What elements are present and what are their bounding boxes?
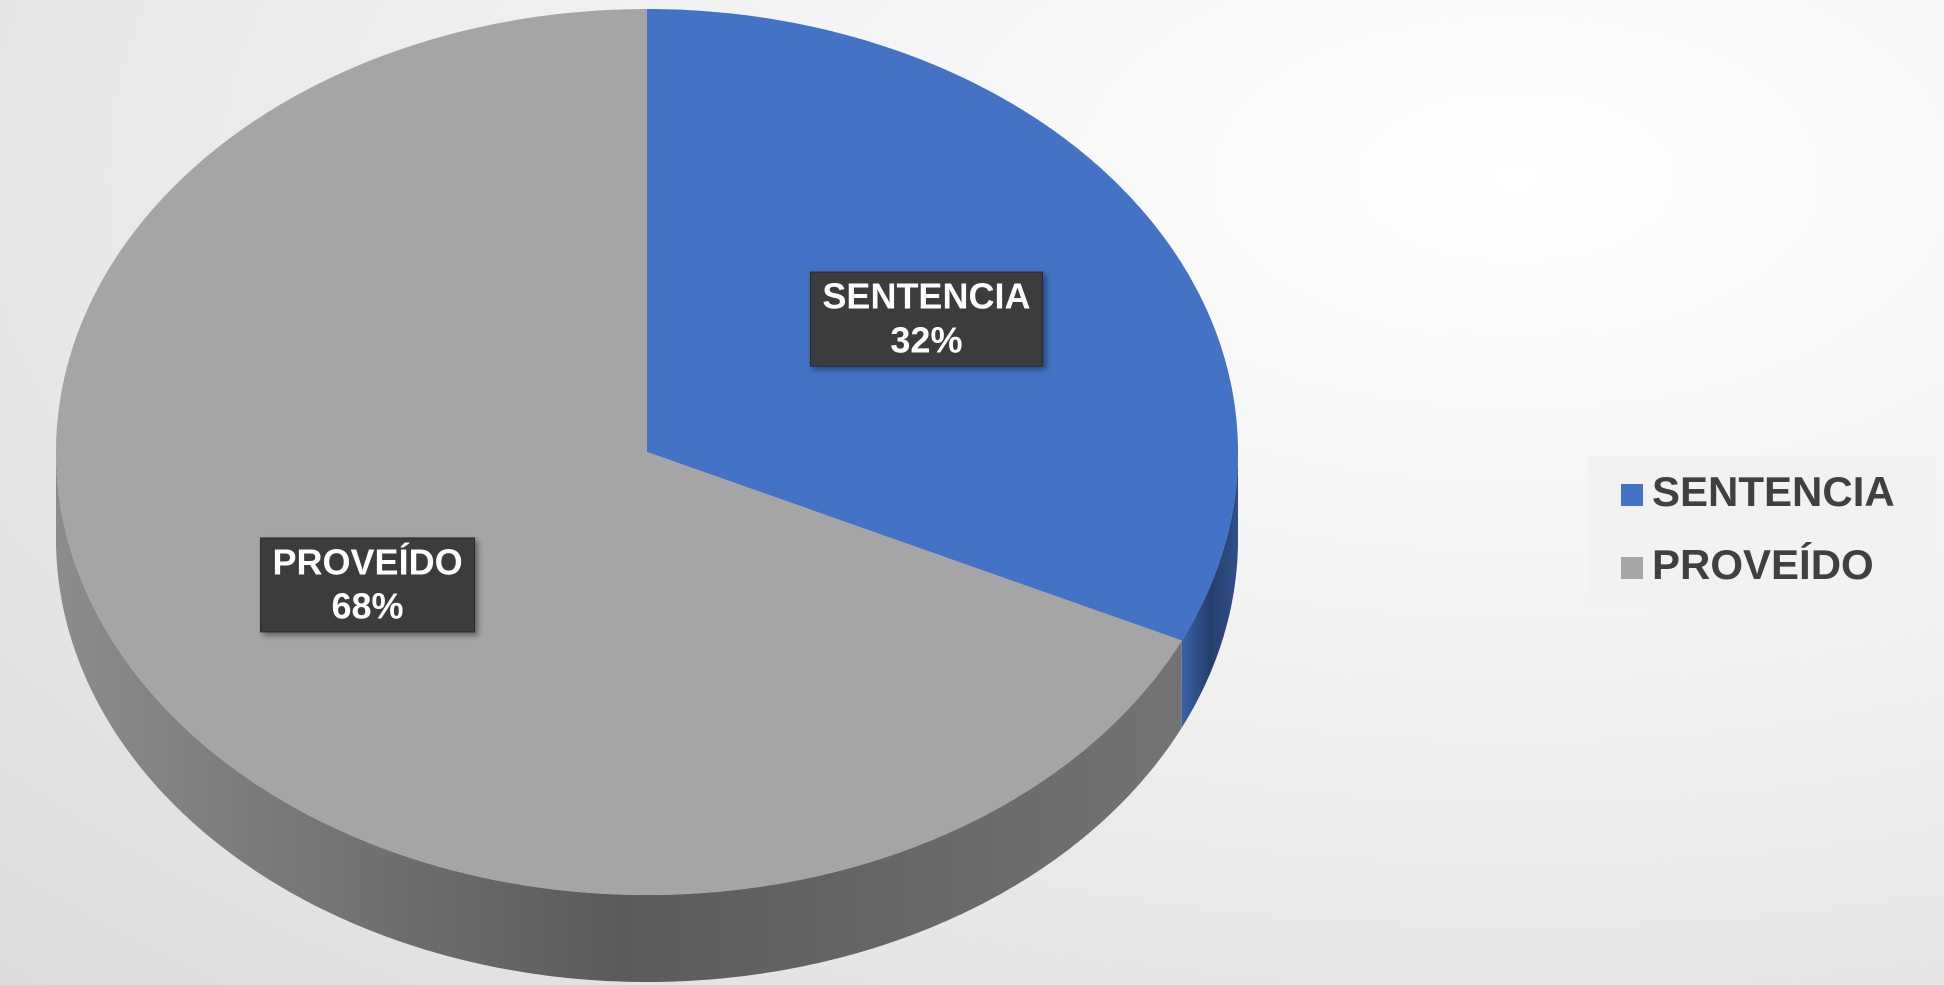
legend-label: PROVEÍDO [1652,541,1874,588]
data-label-box [260,537,476,633]
data-label-name: PROVEÍDO [273,541,463,582]
slice-side-shade [56,452,1182,982]
legend-label: SENTENCIA [1652,468,1895,515]
legend-box [1588,456,1936,605]
data-label-name: SENTENCIA [822,276,1030,317]
legend-swatch [1621,557,1643,579]
data-label-value: 32% [890,320,962,361]
slice-side-shade [1181,452,1238,728]
data-label-box [809,271,1043,367]
slice [56,9,1182,895]
legend-swatch [1621,484,1643,506]
data-label-value: 68% [332,585,404,626]
